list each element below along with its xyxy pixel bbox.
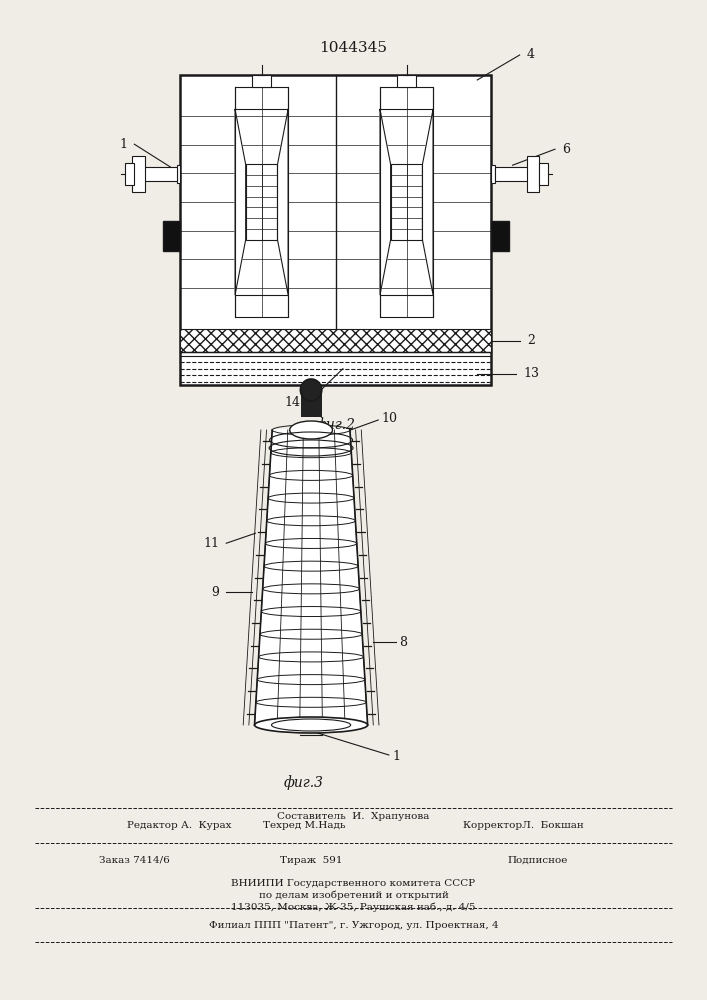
Text: ВНИИПИ Государственного комитета СССР: ВНИИПИ Государственного комитета СССР — [231, 879, 476, 888]
Bar — [252, 75, 271, 87]
Text: 1: 1 — [119, 138, 127, 151]
Bar — [397, 75, 416, 87]
Text: 6: 6 — [562, 143, 570, 156]
Text: по делам изобретений и открытий: по делам изобретений и открытий — [259, 891, 448, 900]
Polygon shape — [380, 109, 390, 295]
Text: Заказ 7414/6: Заказ 7414/6 — [99, 856, 170, 865]
Polygon shape — [277, 109, 288, 295]
Text: 8: 8 — [399, 636, 407, 649]
Bar — [163, 221, 180, 251]
Text: Составитель  И.  Храпунова: Составитель И. Храпунова — [277, 812, 430, 821]
Text: 14: 14 — [284, 396, 300, 410]
Bar — [246, 164, 277, 240]
Text: КорректорЛ.  Бокшан: КорректорЛ. Бокшан — [463, 821, 583, 830]
Text: фиг.3: фиг.3 — [284, 776, 324, 790]
Bar — [491, 221, 509, 251]
Bar — [300, 390, 322, 417]
Text: Филиал ППП "Патент", г. Ужгород, ул. Проектная, 4: Филиал ППП "Патент", г. Ужгород, ул. Про… — [209, 920, 498, 930]
Polygon shape — [422, 109, 433, 295]
Ellipse shape — [290, 421, 332, 439]
Bar — [495, 167, 530, 181]
Bar — [132, 156, 145, 192]
Ellipse shape — [300, 379, 322, 401]
Text: 11: 11 — [203, 537, 219, 550]
Bar — [177, 165, 180, 183]
Text: 113035, Москва, Ж-35, Раушская наб., д. 4/5: 113035, Москва, Ж-35, Раушская наб., д. … — [231, 903, 476, 912]
Text: Техред М.Надь: Техред М.Надь — [263, 821, 345, 830]
Bar — [491, 165, 495, 183]
Text: 1044345: 1044345 — [320, 41, 387, 55]
Polygon shape — [255, 430, 368, 725]
Text: Подписное: Подписное — [507, 856, 568, 865]
Bar — [235, 87, 288, 109]
Bar — [527, 156, 539, 192]
Text: 10: 10 — [382, 412, 398, 424]
Bar — [380, 87, 433, 109]
Ellipse shape — [271, 719, 351, 731]
Text: Тираж  591: Тираж 591 — [280, 856, 342, 865]
Text: 1: 1 — [392, 750, 400, 764]
Bar — [125, 163, 134, 185]
Text: 13: 13 — [523, 367, 539, 380]
Bar — [141, 167, 177, 181]
Text: Редактор А.  Курах: Редактор А. Курах — [127, 821, 232, 830]
Text: 2: 2 — [527, 334, 534, 347]
Bar — [390, 164, 423, 240]
Polygon shape — [235, 109, 246, 295]
Bar — [180, 75, 491, 385]
Bar — [180, 329, 491, 352]
Bar — [235, 295, 288, 317]
Bar — [539, 163, 548, 185]
Text: 9: 9 — [211, 586, 219, 599]
Bar — [380, 295, 433, 317]
Text: 4: 4 — [527, 48, 534, 62]
Ellipse shape — [255, 717, 368, 733]
Text: фиг.2: фиг.2 — [316, 418, 356, 432]
